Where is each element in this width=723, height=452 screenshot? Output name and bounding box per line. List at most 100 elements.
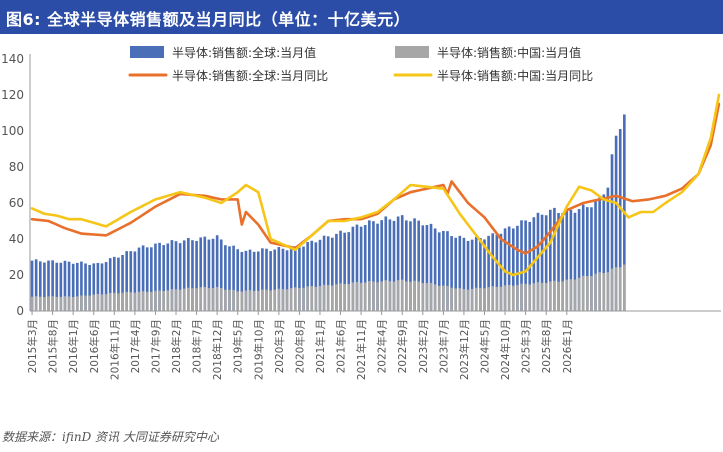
bar	[269, 290, 272, 311]
bar	[137, 291, 141, 311]
bar	[536, 282, 540, 311]
bar	[458, 235, 462, 311]
bar	[187, 237, 190, 311]
bar	[121, 292, 124, 311]
bar	[544, 282, 548, 311]
bar	[43, 297, 46, 311]
bar	[84, 295, 87, 311]
bar	[363, 282, 367, 311]
bar	[507, 226, 511, 311]
bar	[421, 283, 425, 311]
bar	[470, 288, 474, 311]
bar	[483, 239, 486, 311]
bar	[384, 280, 388, 311]
bar	[195, 288, 198, 311]
bar	[215, 235, 219, 311]
bar	[598, 196, 601, 311]
bar-series-1	[30, 264, 626, 311]
bar	[417, 220, 420, 311]
bar	[331, 237, 334, 311]
bar	[34, 259, 38, 311]
x-tick-label: 2021年6月	[335, 319, 348, 373]
x-tick-label: 2019年10月	[252, 319, 265, 380]
bar	[75, 296, 79, 311]
bar	[158, 290, 161, 311]
bar	[388, 219, 392, 311]
bar	[199, 237, 203, 311]
bar	[63, 260, 67, 311]
bar	[520, 220, 523, 311]
y-tick-label: 80	[9, 160, 24, 174]
bar	[557, 213, 560, 311]
bar	[351, 282, 355, 311]
bar	[281, 248, 285, 311]
bar	[30, 296, 34, 311]
bar	[228, 246, 231, 311]
bar	[273, 249, 277, 311]
x-tick-label: 2026年1月	[561, 319, 574, 373]
bar	[479, 237, 482, 311]
bar	[34, 296, 38, 311]
bar	[289, 247, 293, 311]
bar	[326, 284, 330, 311]
bar	[462, 289, 466, 311]
bar	[113, 292, 116, 311]
bar	[47, 260, 50, 311]
bar	[479, 287, 482, 311]
bar	[285, 250, 289, 311]
bar	[413, 280, 416, 311]
bar	[536, 212, 540, 311]
bar	[499, 233, 503, 311]
bar	[129, 251, 133, 311]
bar	[121, 254, 124, 311]
bar	[162, 245, 165, 311]
bar	[594, 200, 597, 311]
bar	[248, 249, 252, 311]
bar	[573, 212, 577, 311]
bar	[51, 260, 54, 311]
bar	[577, 209, 581, 311]
bar	[425, 225, 429, 311]
x-tick-label: 2021年1月	[314, 319, 327, 373]
bar	[499, 286, 503, 311]
bar	[454, 237, 458, 311]
bar	[339, 230, 342, 311]
bar	[285, 289, 289, 311]
bar	[495, 286, 499, 311]
bar	[100, 263, 104, 311]
bar	[314, 286, 318, 311]
line-series-3	[30, 93, 721, 277]
legend-swatch	[395, 46, 429, 58]
bar	[495, 234, 499, 311]
bar	[277, 247, 281, 311]
bar	[219, 288, 223, 311]
bar	[618, 267, 622, 311]
bar	[380, 281, 383, 311]
bar	[261, 289, 264, 311]
bar	[170, 240, 174, 311]
bar	[437, 232, 441, 311]
bar	[166, 290, 170, 311]
bar	[228, 289, 231, 311]
bar	[80, 261, 83, 311]
bar	[162, 291, 165, 311]
bar	[610, 154, 614, 311]
bar	[565, 209, 569, 311]
bar	[203, 236, 207, 311]
bar	[372, 281, 375, 311]
y-tick-label: 40	[9, 232, 24, 246]
bar	[133, 251, 137, 311]
bar	[211, 288, 215, 311]
bar	[339, 283, 342, 311]
bar	[281, 289, 285, 311]
bar	[67, 296, 71, 311]
bar	[614, 135, 618, 311]
bar	[224, 289, 227, 311]
chart: 0 20 40 60 80 100 120 140 2015年3月 2015年8月 2016年1月 2…	[1, 45, 721, 380]
y-tick-label: 140	[1, 52, 24, 66]
y-tick-label: 0	[16, 304, 24, 318]
bar	[355, 224, 359, 311]
bar	[154, 290, 157, 311]
bar	[466, 289, 470, 311]
bar	[548, 281, 552, 311]
